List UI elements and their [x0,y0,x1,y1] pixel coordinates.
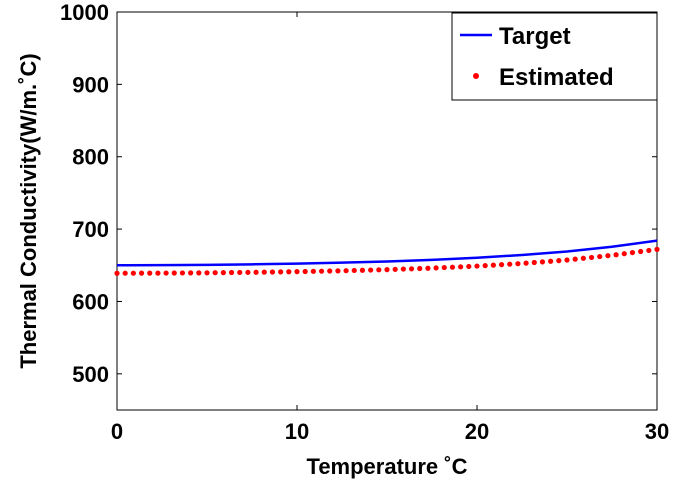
series-line-target [116,239,658,267]
series-point-estimated [392,266,398,272]
series-point-estimated [580,255,586,261]
series-point-estimated [278,269,284,275]
series-point-estimated [466,263,472,270]
series-point-estimated [261,269,267,275]
series-point-estimated [482,263,488,269]
series-point-estimated [228,269,235,276]
series-point-estimated [498,262,505,268]
series-point-estimated [605,253,611,259]
series-point-estimated [638,248,644,255]
series-point-estimated [507,261,513,267]
series-point-estimated [613,252,619,258]
series-point-estimated [621,251,627,257]
series-point-estimated [138,270,145,276]
series-point-estimated [458,264,464,270]
x-tick-label: 30 [645,419,669,444]
series-point-estimated [188,270,194,276]
series-point-estimated [253,269,259,275]
series-point-estimated [179,270,186,276]
series-point-estimated [171,270,177,276]
series-point-estimated [351,267,357,274]
series-point-estimated [286,269,292,275]
series-point-estimated [130,270,136,276]
series-point-estimated [327,268,333,274]
series-point-estimated [302,268,308,275]
x-axis: 0 10 20 30 [111,12,669,444]
series-point-estimated [376,267,382,273]
x-axis-title: Temperature ˚C [307,454,468,479]
legend-target-label: Target [499,23,571,50]
series-point-estimated [147,270,153,276]
series-point-estimated [572,256,578,262]
y-tick-label: 1000 [60,0,109,25]
x-tick-label: 20 [465,419,489,444]
series-point-estimated [474,263,480,269]
y-axis-title: Thermal Conductivity(W/m.˚C) [16,53,41,368]
series-point-estimated [384,267,390,273]
series-point-estimated [490,262,496,268]
series-layer [114,239,660,276]
series-point-estimated [548,258,554,264]
y-axis: 500 600 700 800 900 1000 [60,0,657,387]
series-point-estimated [318,268,325,274]
series-point-estimated [335,268,341,274]
y-tick-label: 900 [72,72,109,97]
legend-estimated-swatch [473,73,479,79]
series-point-estimated [449,264,456,270]
series-point-estimated [122,270,128,276]
y-tick-label: 800 [72,145,109,170]
series-point-estimated [564,257,570,263]
series-point-estimated [155,270,161,276]
series-point-estimated [425,265,431,271]
series-point-estimated [368,267,374,273]
series-point-estimated [245,269,251,275]
legend-estimated-label: Estimated [499,64,614,91]
series-point-estimated [588,254,595,261]
legend: Target Estimated [451,12,658,101]
series-point-estimated [515,261,521,267]
series-point-estimated [646,247,652,254]
series-point-estimated [204,270,210,276]
series-point-estimated [163,270,169,276]
x-tick-label: 0 [111,419,123,444]
series-point-estimated [441,264,447,271]
series-point-estimated [237,269,243,276]
series-point-estimated [531,259,537,266]
legend-box [451,12,658,101]
x-tick-label: 10 [285,419,309,444]
series-point-estimated [220,270,226,276]
y-tick-label: 600 [72,289,109,314]
series-point-estimated [269,269,276,275]
series-point-estimated [310,268,316,274]
series-point-estimated [196,270,202,276]
series-point-estimated [539,259,546,265]
series-point-estimated [114,270,120,276]
series-point-estimated [417,265,423,272]
series-point-estimated [597,253,603,260]
series-point-estimated [523,260,529,266]
series-point-estimated [343,268,349,274]
series-point-estimated [433,265,439,271]
y-tick-label: 500 [72,362,109,387]
series-point-estimated [294,269,300,275]
series-point-estimated [359,267,366,273]
series-point-estimated [654,246,660,252]
y-tick-label: 700 [72,217,109,242]
series-point-estimated [556,258,562,264]
series-point-estimated [408,266,415,272]
series-point-estimated [629,249,636,256]
series-point-estimated [400,266,406,272]
series-point-estimated [212,270,218,276]
